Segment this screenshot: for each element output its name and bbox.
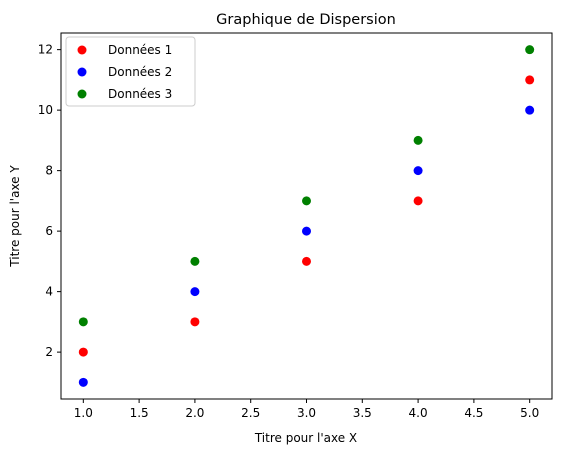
x-tick-label: 3.5 xyxy=(353,406,372,420)
chart-title: Graphique de Dispersion xyxy=(216,12,396,28)
y-axis-label: Titre pour l'axe Y xyxy=(8,165,22,268)
data-point-series-3 xyxy=(413,135,423,145)
y-tick-label: 4 xyxy=(45,285,53,299)
legend-box xyxy=(65,36,196,107)
data-point-series-3 xyxy=(78,317,88,327)
data-point-series-3 xyxy=(302,196,311,206)
data-point-series-1 xyxy=(190,317,200,327)
data-point-series-1 xyxy=(78,347,88,357)
data-point-series-3 xyxy=(190,256,200,266)
y-tick-label: 8 xyxy=(45,164,53,178)
x-tick-label: 2.0 xyxy=(185,406,204,420)
x-axis-ticks: 1.0 1.5 2.0 2.5 3.0 3.5 4.0 4.5 5.0 xyxy=(74,399,539,420)
y-tick-label: 6 xyxy=(45,224,53,238)
data-point-series-1 xyxy=(525,75,535,85)
data-point-series-1 xyxy=(413,196,423,206)
legend-label-series-3: Données 3 xyxy=(108,87,172,101)
data-point-series-2 xyxy=(413,166,423,176)
data-point-series-2 xyxy=(525,105,535,115)
x-tick-label: 4.5 xyxy=(464,406,483,420)
data-point-series-1 xyxy=(302,256,311,266)
data-point-series-2 xyxy=(78,377,88,387)
legend-label-series-1: Données 1 xyxy=(108,43,172,57)
x-tick-label: 5.0 xyxy=(520,406,539,420)
data-point-series-2 xyxy=(302,226,311,236)
x-tick-label: 4.0 xyxy=(409,406,428,420)
x-tick-label: 1.5 xyxy=(130,406,149,420)
data-point-series-3 xyxy=(525,45,535,55)
legend: Données 1 Données 2 Données 3 xyxy=(65,36,196,107)
legend-marker-series-3 xyxy=(77,89,87,99)
x-axis-label: Titre pour l'axe X xyxy=(254,431,357,445)
y-axis-ticks: 2 4 6 8 10 12 xyxy=(38,43,61,359)
x-tick-label: 3.0 xyxy=(297,406,316,420)
y-tick-label: 10 xyxy=(38,103,53,117)
legend-marker-series-1 xyxy=(77,45,87,55)
x-tick-label: 2.5 xyxy=(241,406,260,420)
legend-marker-series-2 xyxy=(77,67,87,77)
y-tick-label: 2 xyxy=(45,345,53,359)
x-tick-label: 1.0 xyxy=(74,406,93,420)
data-points xyxy=(78,45,535,387)
data-point-series-2 xyxy=(190,287,200,297)
legend-label-series-2: Données 2 xyxy=(108,65,172,79)
y-tick-label: 12 xyxy=(38,43,53,57)
